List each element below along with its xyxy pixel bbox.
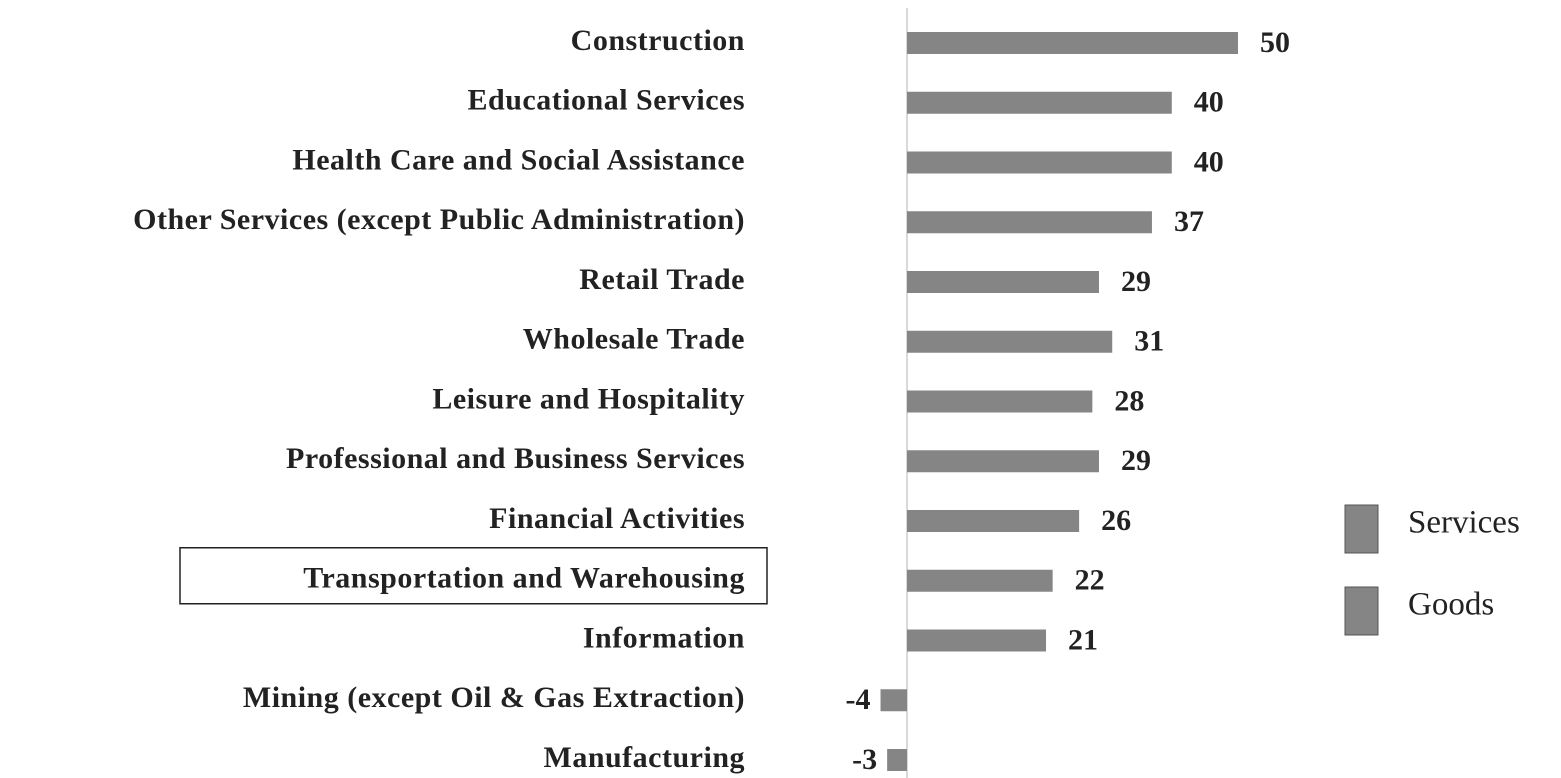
highlight-box (179, 547, 768, 605)
value-label: 40 (1194, 86, 1224, 119)
category-label: Financial Activities (489, 502, 745, 535)
category-label: Retail Trade (579, 263, 745, 296)
bar (887, 749, 907, 771)
value-label: 37 (1174, 205, 1204, 238)
bar (880, 689, 907, 712)
category-label: Construction (571, 24, 745, 57)
category-label: Educational Services (468, 84, 746, 117)
bar (907, 91, 1172, 114)
bar (907, 629, 1047, 652)
bar (907, 390, 1093, 413)
value-label: -4 (846, 683, 871, 716)
category-label: Information (583, 621, 745, 654)
bar (907, 32, 1238, 54)
legend-swatch (1344, 586, 1379, 636)
legend-label: Goods (1408, 587, 1494, 623)
bar (907, 569, 1053, 592)
category-label: Manufacturing (544, 741, 746, 774)
category-label: Mining (except Oil & Gas Extraction) (243, 681, 745, 714)
value-label: 21 (1068, 623, 1098, 656)
value-label: 22 (1075, 564, 1105, 597)
value-label: 28 (1114, 384, 1144, 417)
category-label: Wholesale Trade (523, 323, 745, 356)
bar (907, 330, 1113, 353)
legend-swatch (1344, 504, 1379, 554)
bar (907, 510, 1080, 532)
category-label: Leisure and Hospitality (432, 382, 745, 415)
category-label: Health Care and Social Assistance (292, 143, 745, 176)
bar (907, 450, 1099, 473)
category-label: Transportation and Warehousing (303, 562, 745, 595)
value-label: -3 (852, 743, 877, 776)
value-label: 40 (1194, 145, 1224, 178)
value-label: 50 (1260, 26, 1290, 59)
legend-label: Services (1408, 505, 1520, 541)
value-label: 29 (1121, 265, 1151, 298)
value-label: 26 (1101, 504, 1131, 537)
bar (907, 151, 1172, 174)
bar (907, 271, 1099, 293)
value-label: 31 (1134, 325, 1164, 358)
category-label: Professional and Business Services (286, 442, 745, 475)
category-label: Other Services (except Public Administra… (133, 203, 745, 236)
value-label: 29 (1121, 444, 1151, 477)
bar (907, 211, 1152, 234)
